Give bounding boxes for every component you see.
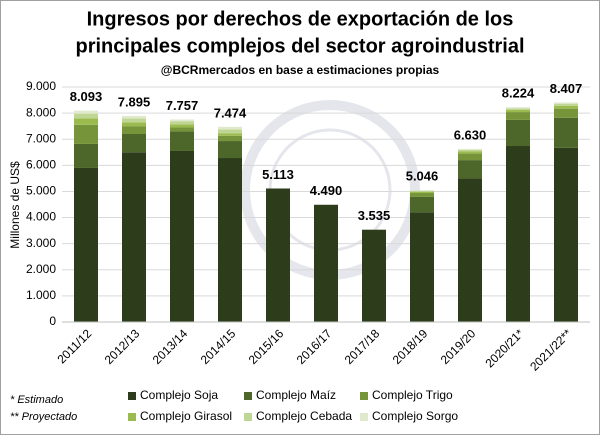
bar-segment [410,191,434,194]
total-label: 6.630 [454,127,487,142]
bar-segment [410,196,434,213]
chart-title: principales complejos del sector agroind… [75,35,524,57]
total-label: 7.474 [214,105,247,120]
bar-segment [410,212,434,322]
bar-segment [458,149,482,152]
bar-segment [506,146,530,322]
total-label: 8.407 [550,81,583,96]
legend-swatch [244,413,252,421]
y-tick-label: 3.000 [26,236,56,250]
y-tick-label: 8.000 [26,105,56,119]
bar-segment [170,150,194,322]
legend-swatch [128,392,136,400]
bar-segment [410,193,434,197]
total-label: 5.046 [406,169,439,184]
y-tick-label: 7.000 [26,131,56,145]
subtitle: @BCRmercados en base a estimaciones prop… [161,63,440,77]
legend-swatch [360,413,368,421]
bar-segment [122,122,146,127]
bar-segment [122,134,146,153]
bar-segment [554,102,578,104]
bar-segment [218,129,242,134]
total-label: 7.757 [166,98,199,113]
legend-swatch [128,413,136,421]
bar-segment [458,148,482,150]
bar-segment [218,141,242,159]
bar-segment [458,153,482,161]
bar-segment [170,119,194,122]
bar-segment [554,108,578,118]
chart-title: Ingresos por derechos de exportación de … [87,8,514,30]
y-tick-label: 5.000 [26,184,56,198]
total-label: 8.093 [70,89,103,104]
y-tick-label: 2.000 [26,262,56,276]
bar-segment [74,124,98,144]
bar-segment [170,127,194,132]
legend-swatch [360,392,368,400]
bar-segment [410,190,434,192]
y-tick-label: 1.000 [26,288,56,302]
bar-segment [458,151,482,154]
bar-segment [74,143,98,168]
bar-segment [218,135,242,142]
bar-segment [506,107,530,109]
total-label: 8.224 [502,86,535,101]
note: ** Proyectado [10,411,77,423]
bar-segment [74,110,98,114]
bar-segment [458,160,482,179]
bar-segment [218,158,242,322]
legend-label: Complejo Cebada [256,409,352,423]
bar-segment [74,118,98,125]
bar-segment [218,126,242,130]
legend-label: Complejo Maíz [256,388,336,402]
bar-segment [554,117,578,148]
bar-segment [506,109,530,113]
bar-segment [362,229,386,322]
legend-label: Complejo Trigo [372,388,453,402]
bar-segment [170,131,194,151]
bar-segment [506,108,530,110]
bar-segment [506,112,530,120]
y-tick-label: 9.000 [26,79,56,93]
bar-segment [458,178,482,322]
total-label: 7.895 [118,94,151,109]
bar-segment [554,147,578,322]
y-axis-label: Millones de US$ [8,161,22,249]
bar-segment [74,113,98,119]
bar-segment [314,204,338,322]
y-tick-label: 0 [49,314,56,328]
y-tick-label: 4.000 [26,210,56,224]
total-label: 5.113 [262,167,294,182]
bar-segment [122,118,146,123]
bar-segment [170,121,194,125]
bar-segment [554,105,578,109]
bar-segment [554,103,578,106]
note: * Estimado [10,394,63,406]
y-tick-label: 6.000 [26,158,56,172]
bar-segment [506,119,530,147]
bar-segment [170,124,194,128]
bar-segment [122,126,146,134]
legend-swatch [244,392,252,400]
total-label: 3.535 [358,208,391,223]
bar-segment [74,167,98,322]
bar-segment [122,152,146,322]
legend-label: Complejo Sorgo [372,409,458,423]
bar-segment [266,188,290,322]
total-label: 4.490 [310,183,343,198]
bar-segment [218,133,242,136]
legend-label: Complejo Girasol [140,409,232,423]
bar-segment [122,115,146,119]
legend-label: Complejo Soja [140,388,218,402]
